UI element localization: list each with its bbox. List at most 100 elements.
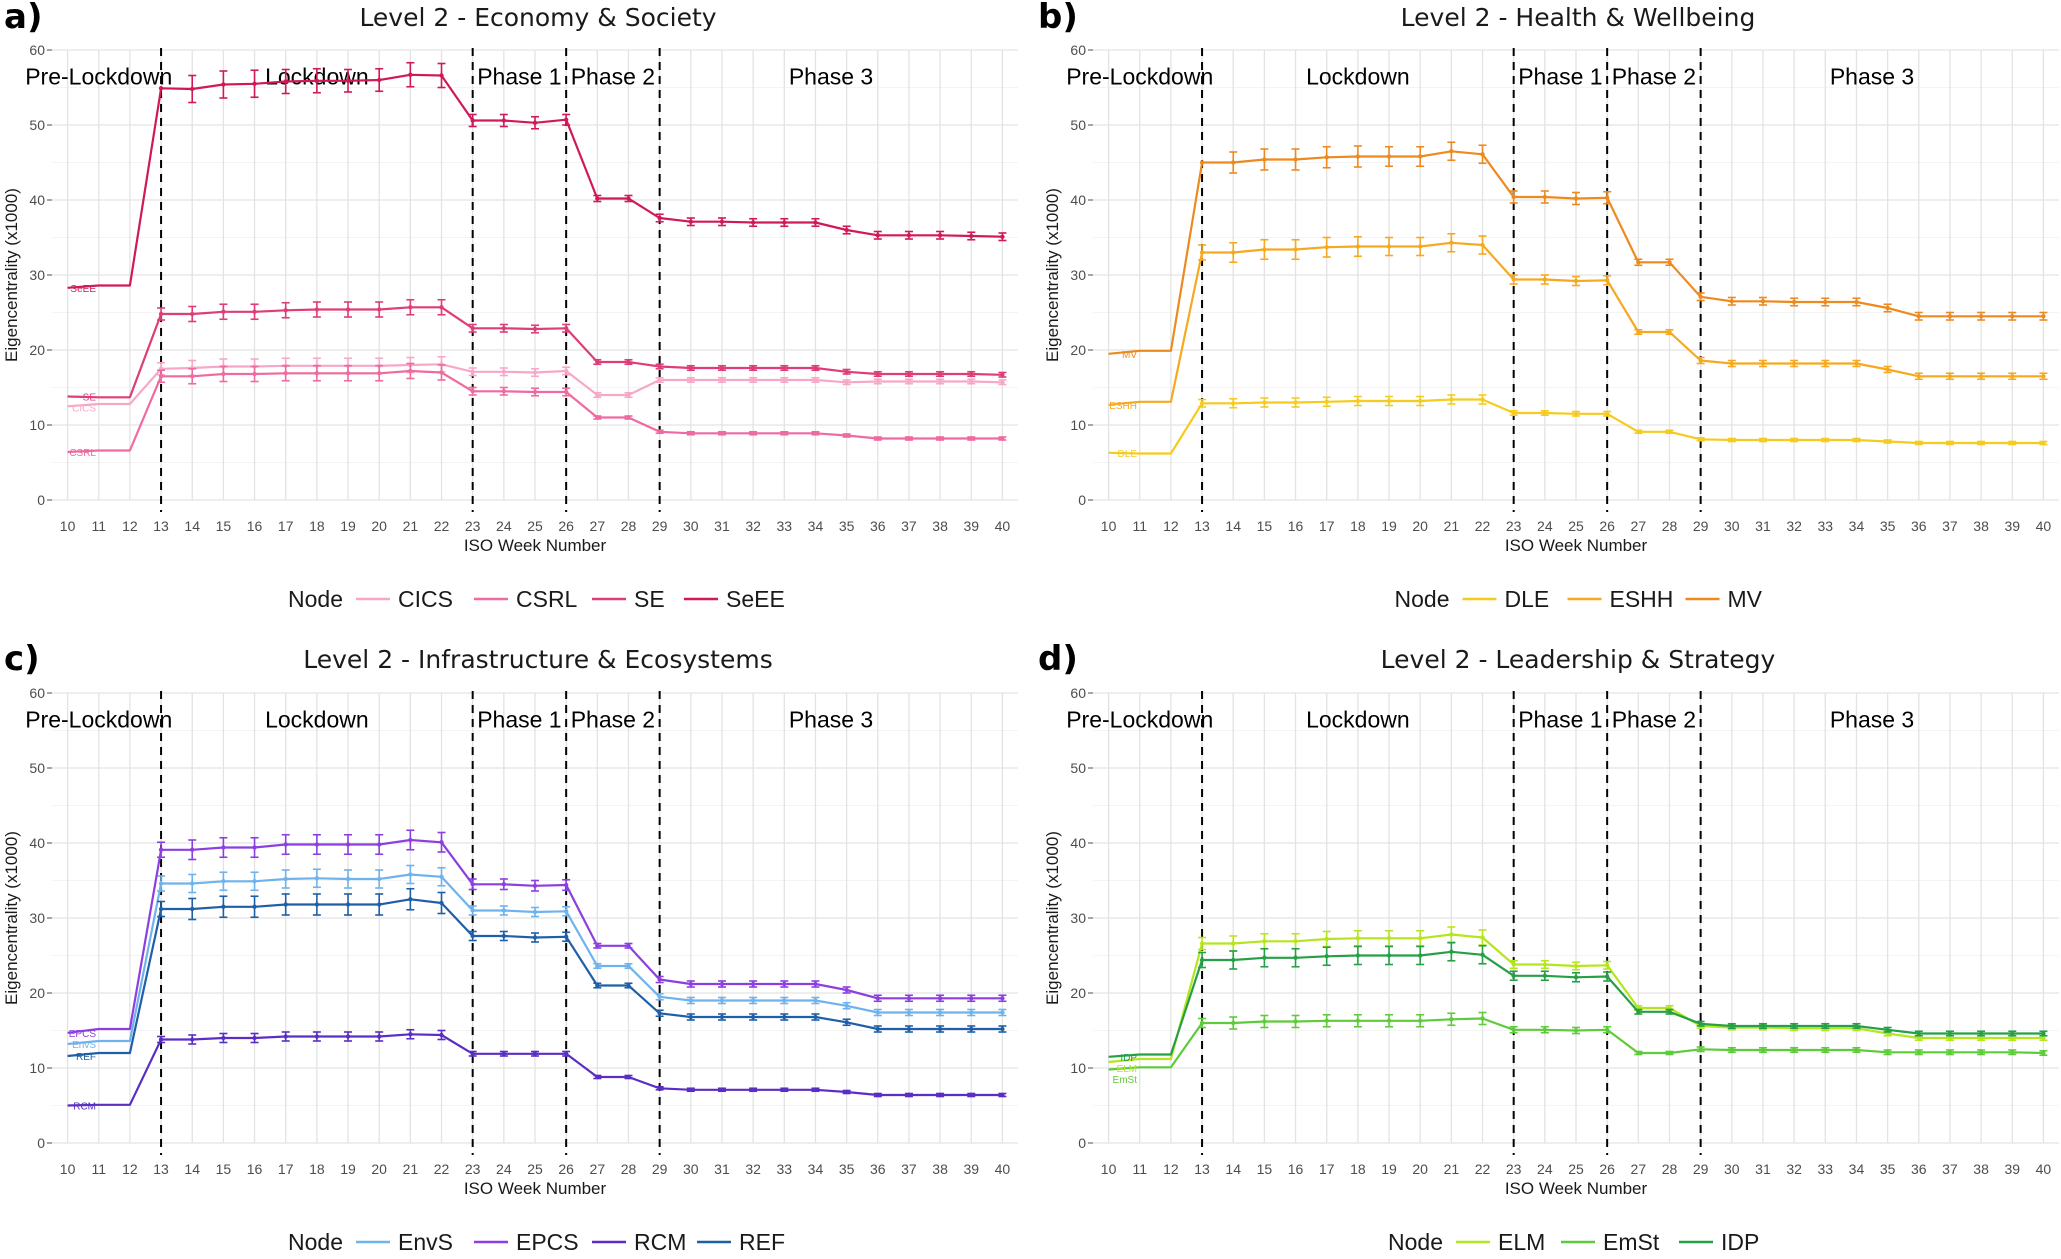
data-point (2010, 1031, 2015, 1036)
data-point (501, 369, 507, 374)
x-tick-label: 10 (1101, 1161, 1117, 1177)
data-point (782, 220, 787, 225)
y-axis-title: Eigencentrality (x1000) (1043, 831, 1062, 1005)
data-point (1000, 1092, 1005, 1098)
x-tick-label: 24 (1537, 1161, 1553, 1177)
y-tick-label: 60 (1070, 42, 1086, 58)
data-point (1511, 962, 1516, 967)
data-point (813, 981, 818, 987)
data-point (1604, 963, 1610, 968)
x-tick-label: 32 (1786, 518, 1802, 534)
grid (52, 692, 1018, 1144)
x-tick-label: 22 (434, 518, 450, 534)
x-tick-label: 27 (1631, 1161, 1647, 1177)
y-tick-label: 10 (29, 417, 45, 433)
data-point (1978, 440, 1984, 446)
x-tick-label: 21 (403, 1161, 419, 1177)
x-tick-label: 29 (1693, 1161, 1709, 1177)
series-SeEE (67, 61, 1007, 289)
x-axis-title: ISO Week Number (464, 536, 607, 555)
legend-entry: SeEE (726, 586, 785, 612)
data-point (906, 233, 912, 238)
data-point (314, 78, 320, 83)
y-tick-label: 30 (29, 910, 45, 926)
x-tick-label: 14 (1225, 518, 1241, 534)
data-point (1760, 299, 1766, 304)
x-tick-label: 29 (652, 1161, 668, 1177)
data-point (1573, 278, 1579, 284)
data-point (1636, 1009, 1641, 1014)
phase-label: Phase 3 (789, 64, 873, 90)
x-tick-label: 26 (1599, 1161, 1615, 1177)
x-tick-label: 23 (1506, 518, 1522, 534)
data-point (1854, 437, 1859, 443)
data-point (2041, 440, 2046, 446)
data-point (1947, 440, 1953, 446)
y-tick-label: 40 (29, 192, 45, 208)
data-point (1480, 935, 1485, 940)
x-tick-label: 11 (91, 518, 106, 534)
data-point (470, 118, 475, 123)
x-tick-label: 17 (278, 518, 294, 534)
series-CICS (67, 355, 1007, 408)
data-point (1636, 260, 1641, 265)
data-point (1000, 1010, 1005, 1015)
y-tick-label: 40 (1070, 192, 1086, 208)
data-point (158, 311, 164, 317)
data-point (1511, 1027, 1516, 1032)
data-point (688, 365, 694, 371)
x-tick-label: 24 (1537, 518, 1553, 534)
data-point (1854, 1023, 1859, 1029)
data-point (688, 998, 694, 1003)
x-tick-label: 13 (153, 1161, 169, 1177)
data-point (1355, 936, 1361, 941)
data-point (1511, 973, 1516, 978)
series-DLE (1108, 394, 2048, 455)
y-tick-label: 60 (29, 42, 45, 58)
data-point (1324, 399, 1329, 404)
data-point (376, 902, 382, 907)
data-point (283, 1034, 288, 1039)
data-point (1417, 936, 1423, 941)
data-point (221, 904, 226, 909)
data-point (345, 842, 351, 847)
data-point (595, 1074, 600, 1080)
phase-label: Phase 1 (1518, 64, 1602, 90)
series-tag: RCM (73, 1102, 96, 1113)
data-point (221, 371, 226, 377)
y-tick-label: 50 (29, 760, 45, 776)
x-tick-label: 24 (496, 518, 512, 534)
panel-title: Level 2 - Economy & Society (359, 3, 716, 32)
x-tick-label: 19 (1381, 1161, 1397, 1177)
x-tick-label: 30 (683, 1161, 699, 1177)
data-point (501, 118, 507, 123)
data-point (470, 369, 475, 374)
data-point (782, 998, 787, 1003)
data-point (1449, 1017, 1454, 1022)
data-point (1324, 954, 1329, 959)
data-point (376, 307, 382, 312)
data-point (1978, 374, 1984, 379)
x-tick-label: 25 (527, 518, 543, 534)
data-point (2041, 1035, 2046, 1041)
y-tick-label: 0 (37, 1135, 45, 1151)
series-tag: CSRL (69, 448, 96, 459)
data-point (563, 934, 569, 939)
data-point (2041, 1050, 2046, 1056)
y-tick-label: 0 (1078, 492, 1086, 508)
data-point (1760, 1047, 1766, 1053)
y-tick-label: 10 (1070, 1060, 1086, 1076)
data-point (1947, 1035, 1953, 1041)
series-ESHH (1108, 232, 2048, 406)
data-point (1698, 358, 1703, 363)
x-tick-label: 19 (340, 1161, 356, 1177)
y-axis-title: Eigencentrality (x1000) (1043, 188, 1062, 362)
y-tick-label: 30 (29, 267, 45, 283)
data-point (532, 909, 538, 915)
legend-entry: ELM (1498, 1229, 1545, 1255)
data-point (875, 1092, 880, 1098)
data-point (1636, 329, 1641, 335)
series-RCM (67, 1028, 1007, 1107)
data-point (1231, 957, 1236, 963)
data-point (844, 1003, 849, 1008)
